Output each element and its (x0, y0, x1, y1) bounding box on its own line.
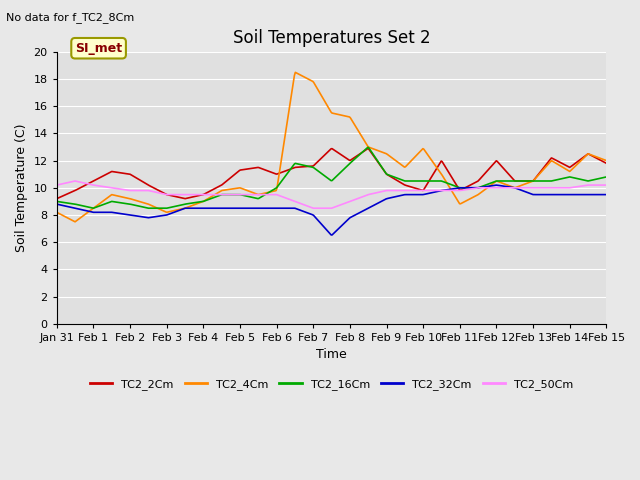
X-axis label: Time: Time (316, 348, 347, 361)
Text: SI_met: SI_met (75, 42, 122, 55)
Y-axis label: Soil Temperature (C): Soil Temperature (C) (15, 123, 28, 252)
Legend: TC2_2Cm, TC2_4Cm, TC2_16Cm, TC2_32Cm, TC2_50Cm: TC2_2Cm, TC2_4Cm, TC2_16Cm, TC2_32Cm, TC… (86, 375, 577, 395)
Text: No data for f_TC2_8Cm: No data for f_TC2_8Cm (6, 12, 134, 23)
Title: Soil Temperatures Set 2: Soil Temperatures Set 2 (233, 29, 430, 48)
